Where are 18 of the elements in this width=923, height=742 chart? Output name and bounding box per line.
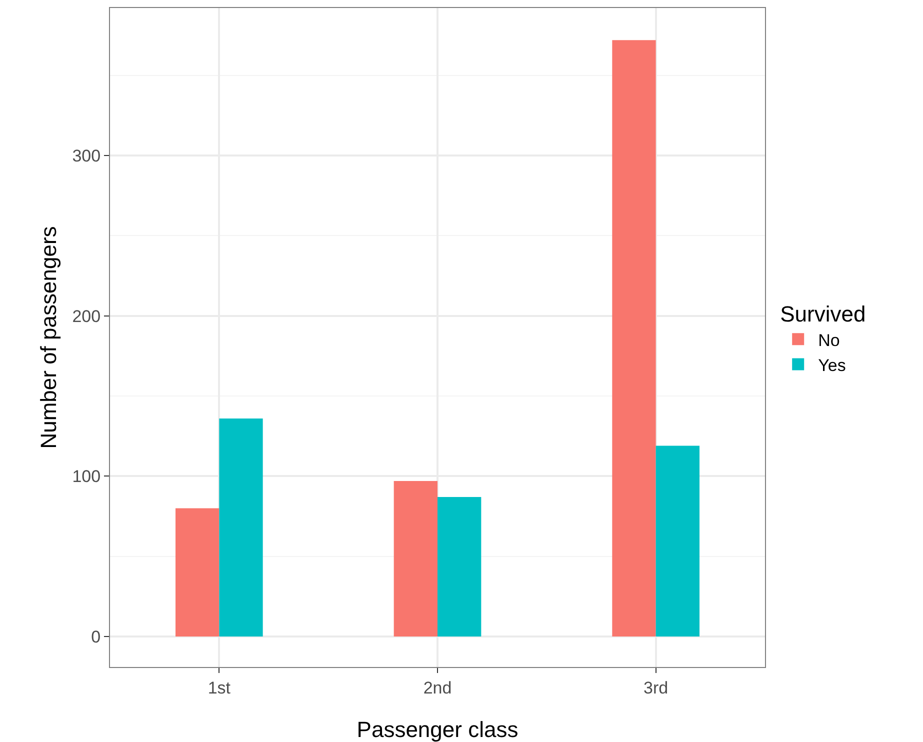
y-tick-label: 200 <box>72 306 101 326</box>
legend-label: Yes <box>818 356 846 375</box>
bar <box>656 446 700 637</box>
legend-label: No <box>818 330 840 350</box>
x-axis-title: Passenger class <box>356 717 518 742</box>
bar <box>394 481 438 637</box>
legend-title: Survived <box>780 302 866 327</box>
x-tick-label: 2nd <box>423 678 452 698</box>
bar <box>176 508 220 637</box>
bar <box>438 497 482 637</box>
bar <box>612 40 656 637</box>
y-tick-label: 0 <box>91 627 101 646</box>
bar <box>219 418 263 637</box>
y-axis-title: Number of passengers <box>36 226 61 449</box>
y-tick-label: 300 <box>72 146 101 166</box>
y-tick-label: 100 <box>72 467 101 486</box>
x-tick-label: 1st <box>208 678 231 698</box>
x-tick-label: 3rd <box>644 678 668 698</box>
